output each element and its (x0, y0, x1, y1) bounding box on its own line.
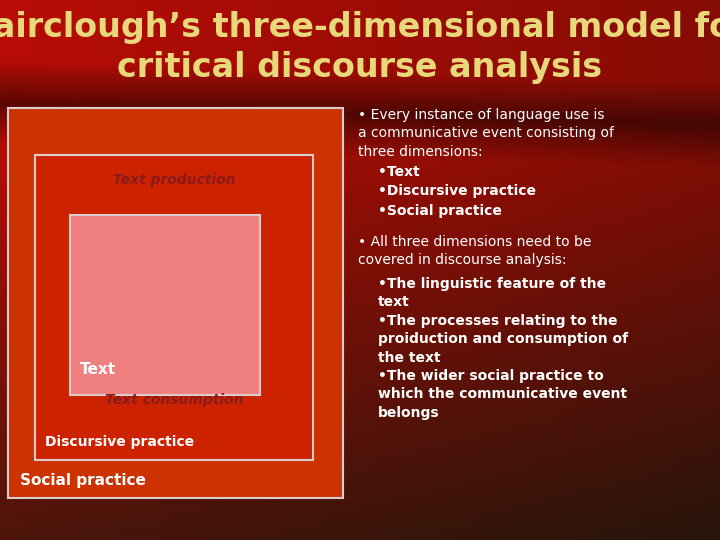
Text: Social practice: Social practice (20, 472, 146, 488)
Text: critical discourse analysis: critical discourse analysis (117, 51, 603, 84)
Text: •Text
•Discursive practice
•Social practice: •Text •Discursive practice •Social pract… (378, 165, 536, 218)
Text: • Every instance of language use is
a communicative event consisting of
three di: • Every instance of language use is a co… (358, 108, 614, 159)
Text: •The linguistic feature of the
text
•The processes relating to the
proiduction a: •The linguistic feature of the text •The… (378, 277, 628, 420)
Text: • All three dimensions need to be
covered in discourse analysis:: • All three dimensions need to be covere… (358, 235, 591, 267)
Bar (8, 108, 343, 498)
Bar (70, 215, 260, 395)
Bar (35, 155, 313, 460)
Text: Text consumption: Text consumption (104, 393, 243, 407)
Text: Text: Text (80, 362, 116, 377)
Text: Fairclough’s three-dimensional model for: Fairclough’s three-dimensional model for (0, 11, 720, 44)
Text: Discursive practice: Discursive practice (45, 435, 194, 449)
Text: Text production: Text production (113, 173, 235, 187)
